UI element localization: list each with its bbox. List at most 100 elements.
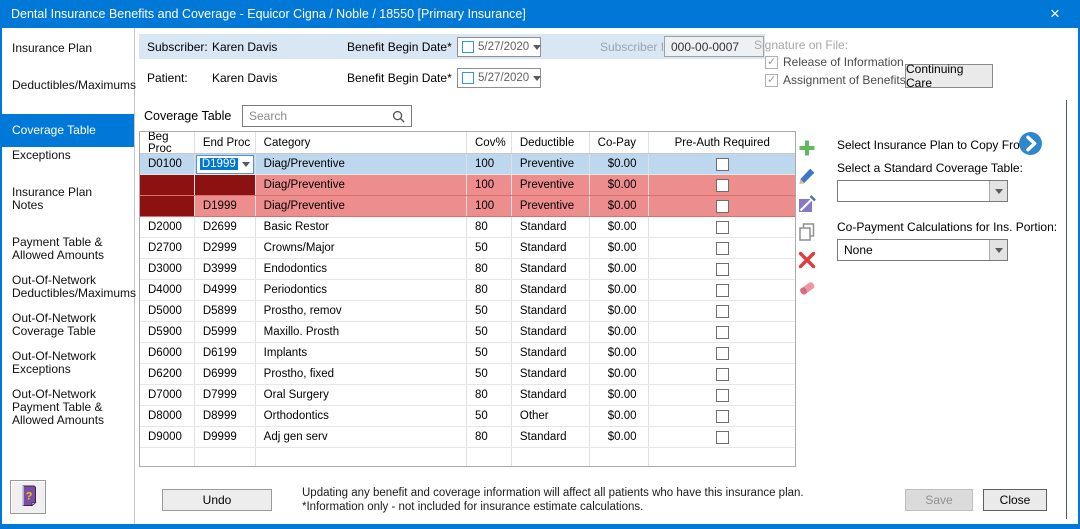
table-row[interactable]: D8000 D8999 Orthodontics 50 Other $0.00 bbox=[140, 406, 795, 427]
close-button[interactable]: Close bbox=[983, 489, 1047, 511]
table-row[interactable]: D2000 D2699 Basic Restor 80 Standard $0.00 bbox=[140, 217, 795, 238]
preauth-checkbox[interactable] bbox=[715, 388, 729, 402]
close-icon[interactable]: × bbox=[1050, 4, 1060, 23]
standard-table-select[interactable] bbox=[837, 180, 1008, 202]
table-cell bbox=[649, 217, 795, 237]
copy-from-button[interactable] bbox=[1018, 131, 1043, 156]
table-cell: $0.00 bbox=[590, 238, 650, 258]
preauth-checkbox[interactable] bbox=[715, 157, 729, 171]
select-dropdown-button[interactable] bbox=[989, 181, 1007, 201]
sidebar-item-deductibles-maximums[interactable]: Deductibles/Maximums bbox=[12, 78, 137, 92]
table-cell: Endodontics bbox=[256, 259, 467, 279]
patient-date-checkbox[interactable] bbox=[462, 72, 474, 84]
patient-benefit-date-combo[interactable]: 5/27/2020 bbox=[457, 68, 542, 88]
chevron-down-icon[interactable] bbox=[241, 161, 250, 167]
assignment-of-benefits-checkbox[interactable] bbox=[765, 73, 778, 87]
preauth-checkbox[interactable] bbox=[715, 241, 729, 255]
column-header[interactable]: Pre-Auth Required bbox=[674, 136, 770, 149]
table-cell: 80 bbox=[467, 385, 512, 405]
subscriber-id-field[interactable] bbox=[664, 36, 764, 57]
preauth-checkbox[interactable] bbox=[715, 199, 729, 213]
search-input[interactable] bbox=[243, 109, 391, 123]
preauth-checkbox[interactable] bbox=[715, 220, 729, 234]
column-header[interactable]: End Proc bbox=[195, 132, 256, 153]
select-dropdown-button[interactable] bbox=[989, 240, 1007, 260]
sidebar-item-insurance-plan[interactable]: Insurance Plan bbox=[12, 41, 93, 55]
table-cell bbox=[649, 301, 795, 321]
pencil-icon bbox=[799, 168, 815, 185]
table-row[interactable]: D5000 D5899 Prostho, remov 50 Standard $0.00 bbox=[140, 301, 795, 322]
save-button[interactable]: Save bbox=[905, 489, 973, 511]
undo-button[interactable]: Undo bbox=[162, 489, 272, 511]
table-row[interactable]: D9000 D9999 Adj gen serv 80 Standard $0.00 bbox=[140, 427, 795, 448]
column-header[interactable]: Category bbox=[256, 132, 467, 153]
preauth-checkbox[interactable] bbox=[715, 346, 729, 360]
help-button[interactable]: ? bbox=[10, 480, 46, 514]
preauth-checkbox[interactable] bbox=[715, 430, 729, 444]
table-row[interactable]: D6200 D6999 Prostho, fixed 50 Standard $0.00 bbox=[140, 364, 795, 385]
table-cell bbox=[649, 175, 795, 195]
subscriber-id-label: Subscriber ID: bbox=[600, 40, 677, 54]
chevron-down-icon[interactable] bbox=[533, 75, 542, 81]
table-row[interactable]: D6000 D6199 Implants 50 Standard $0.00 bbox=[140, 343, 795, 364]
table-row[interactable]: D1999 Diag/Preventive 100 Preventive $0.00 bbox=[140, 196, 795, 217]
copy-icon bbox=[799, 223, 815, 241]
edit-button[interactable] bbox=[798, 167, 818, 185]
column-header[interactable]: Deductible bbox=[512, 132, 590, 153]
table-row[interactable]: D7000 D7999 Oral Surgery 80 Standard $0.00 bbox=[140, 385, 795, 406]
preauth-checkbox[interactable] bbox=[715, 178, 729, 192]
copy-button[interactable] bbox=[798, 223, 818, 241]
continuing-care-button[interactable]: Continuing Care bbox=[905, 62, 993, 90]
table-cell: D3000 bbox=[140, 259, 195, 279]
table-row[interactable]: D3000 D3999 Endodontics 80 Standard $0.00 bbox=[140, 259, 795, 280]
table-cell: $0.00 bbox=[590, 217, 650, 237]
copay-calc-label: Co-Payment Calculations for Ins. Portion… bbox=[837, 220, 1058, 234]
chevron-down-icon[interactable] bbox=[533, 44, 542, 50]
preauth-checkbox[interactable] bbox=[715, 304, 729, 318]
preauth-checkbox[interactable] bbox=[715, 283, 729, 297]
table-row[interactable]: D5900 D5999 Maxillo. Prosth 50 Standard $0.00 bbox=[140, 322, 795, 343]
table-row[interactable]: D4000 D4999 Periodontics 80 Standard $0.00 bbox=[140, 280, 795, 301]
table-cell: Standard bbox=[512, 364, 590, 384]
preauth-checkbox[interactable] bbox=[715, 367, 729, 381]
patient-name: Karen Davis bbox=[212, 71, 278, 85]
sidebar-item-out-of-network-coverage-table[interactable]: Out-Of-Network Coverage Table bbox=[12, 311, 97, 338]
sidebar-item-out-of-network-exceptions[interactable]: Out-Of-Network Exceptions bbox=[12, 349, 97, 376]
end-proc-combobox[interactable]: D1999 bbox=[195, 154, 254, 174]
preauth-checkbox[interactable] bbox=[715, 409, 729, 423]
table-cell: $0.00 bbox=[590, 154, 650, 174]
sidebar-item-exceptions[interactable]: Exceptions bbox=[12, 148, 71, 162]
table-cell: 100 bbox=[467, 175, 512, 195]
column-header[interactable]: Cov% bbox=[467, 132, 512, 153]
clear-button[interactable] bbox=[798, 279, 818, 297]
edit-selection-button[interactable] bbox=[798, 195, 818, 213]
preauth-checkbox[interactable] bbox=[715, 262, 729, 276]
sidebar-item-payment-table-allowed-amounts[interactable]: Payment Table & Allowed Amounts bbox=[12, 235, 105, 262]
table-row[interactable]: Diag/Preventive 100 Preventive $0.00 bbox=[140, 175, 795, 196]
plus-icon bbox=[799, 140, 815, 156]
subscriber-name: Karen Davis bbox=[212, 40, 278, 54]
subscriber-date-checkbox[interactable] bbox=[462, 41, 474, 53]
sidebar-item-out-of-network-payment-table-allowed-amounts[interactable]: Out-Of-Network Payment Table & Allowed A… bbox=[12, 387, 105, 427]
table-cell: D2699 bbox=[195, 217, 256, 237]
copay-calc-select[interactable]: None bbox=[837, 239, 1008, 261]
sidebar-item-out-of-network-deductibles-maximums[interactable]: Out-Of-Network Deductibles/Maximums bbox=[12, 273, 137, 300]
release-of-information-checkbox[interactable] bbox=[765, 55, 778, 69]
table-cell: D5999 bbox=[195, 322, 256, 342]
preauth-checkbox[interactable] bbox=[715, 325, 729, 339]
subscriber-benefit-date-combo[interactable]: 5/27/2020 bbox=[457, 37, 542, 57]
column-header[interactable]: Co-Pay bbox=[590, 132, 650, 153]
table-cell: 80 bbox=[467, 217, 512, 237]
column-header[interactable]: Beg Proc bbox=[140, 132, 195, 155]
table-cell bbox=[590, 448, 650, 466]
add-button[interactable] bbox=[798, 139, 818, 157]
table-row[interactable]: D0100 D1999 Diag/Preventive 100 Preventive $0… bbox=[140, 154, 795, 175]
table-cell: Standard bbox=[512, 385, 590, 405]
table-row[interactable]: D2700 D2999 Crowns/Major 50 Standard $0.00 bbox=[140, 238, 795, 259]
table-cell: 50 bbox=[467, 343, 512, 363]
release-of-information-label: Release of Information bbox=[783, 55, 904, 69]
table-cell: Standard bbox=[512, 259, 590, 279]
delete-button[interactable] bbox=[798, 251, 818, 269]
sidebar-item-coverage-table[interactable]: Coverage Table bbox=[2, 114, 134, 147]
sidebar-item-insurance-plan-notes[interactable]: Insurance Plan Notes bbox=[12, 185, 93, 212]
